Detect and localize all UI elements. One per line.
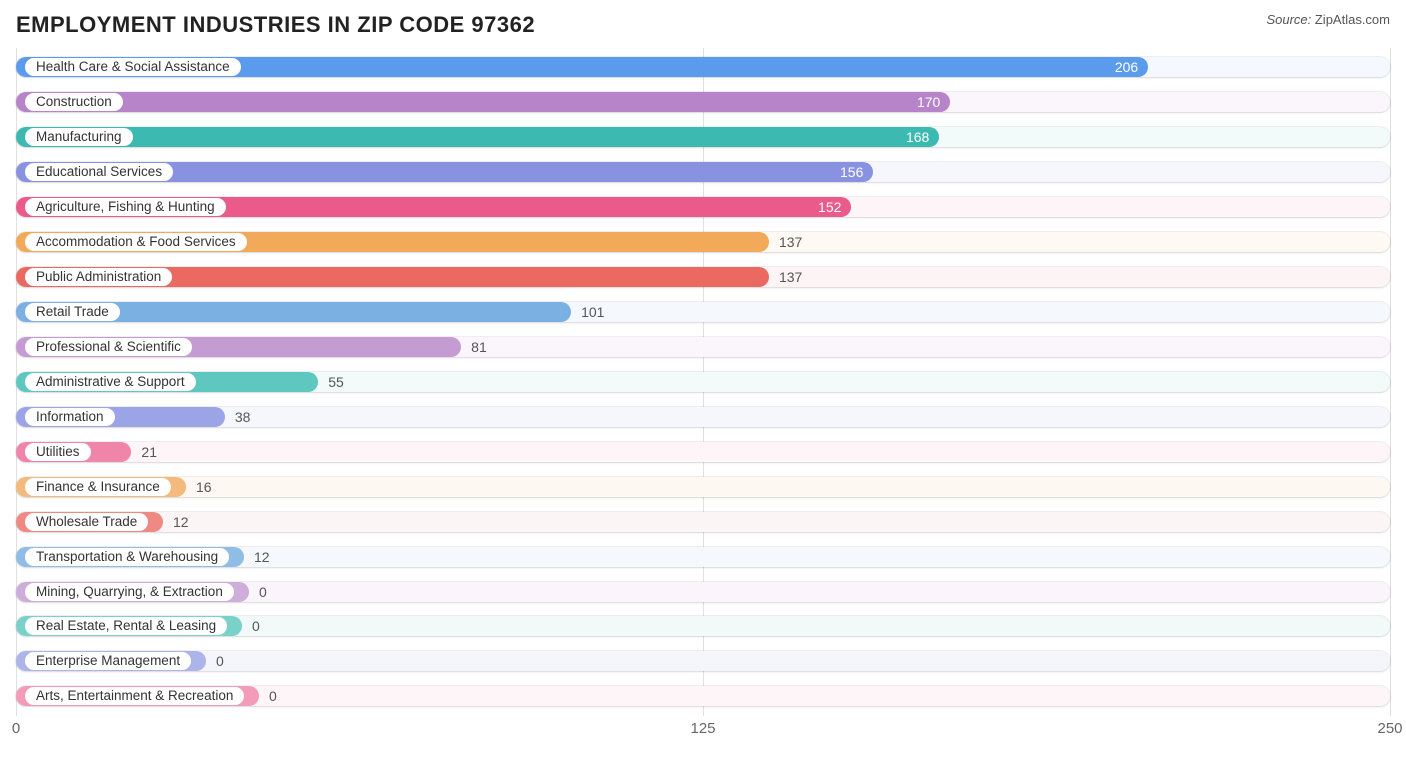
bar-label: Public Administration <box>24 267 173 287</box>
bar-label: Retail Trade <box>24 302 121 322</box>
bar-row: 156 Educational Services <box>16 159 1390 185</box>
bar-value: 137 <box>779 269 802 285</box>
bar-value: 16 <box>196 479 212 495</box>
bar-value: 137 <box>779 234 802 250</box>
bar-label: Construction <box>24 92 124 112</box>
bars-group: 206 Health Care & Social Assistance 170 Con… <box>16 48 1390 716</box>
bar-value: 206 <box>1115 59 1138 75</box>
bar-row: Real Estate, Rental & Leasing 0 <box>16 613 1390 639</box>
bar-label: Enterprise Management <box>24 651 192 671</box>
bar-fill: 168 <box>16 127 939 147</box>
bar-value: 0 <box>259 584 267 600</box>
x-tick-label: 125 <box>690 720 715 737</box>
bar-row: Finance & Insurance 16 <box>16 474 1390 500</box>
bar-label: Accommodation & Food Services <box>24 232 248 252</box>
bar-label: Wholesale Trade <box>24 512 149 532</box>
bar-value: 55 <box>328 374 344 390</box>
bar-row: Enterprise Management 0 <box>16 648 1390 674</box>
bar-row: Professional & Scientific 81 <box>16 334 1390 360</box>
bar-row: 168 Manufacturing <box>16 124 1390 150</box>
bar-row: Wholesale Trade 12 <box>16 509 1390 535</box>
bar-label: Health Care & Social Assistance <box>24 57 242 77</box>
bar-fill: 170 <box>16 92 950 112</box>
plot-area: 206 Health Care & Social Assistance 170 Con… <box>16 48 1390 740</box>
chart-container: EMPLOYMENT INDUSTRIES IN ZIP CODE 97362 … <box>0 0 1406 777</box>
chart-title: EMPLOYMENT INDUSTRIES IN ZIP CODE 97362 <box>16 12 535 38</box>
bar-track <box>16 477 1390 497</box>
bar-label: Professional & Scientific <box>24 337 193 357</box>
bar-track <box>16 512 1390 532</box>
bar-track <box>16 442 1390 462</box>
bar-label: Utilities <box>24 442 92 462</box>
x-tick-label: 250 <box>1377 720 1402 737</box>
bar-value: 152 <box>818 199 841 215</box>
x-tick-label: 0 <box>12 720 20 737</box>
bar-value: 170 <box>917 94 940 110</box>
bar-label: Agriculture, Fishing & Hunting <box>24 197 227 217</box>
bar-value: 156 <box>840 164 863 180</box>
bar-row: Mining, Quarrying, & Extraction 0 <box>16 579 1390 605</box>
bar-label: Real Estate, Rental & Leasing <box>24 616 228 636</box>
bar-value: 101 <box>581 304 604 320</box>
bar-value: 38 <box>235 409 251 425</box>
bar-value: 12 <box>173 514 189 530</box>
bar-value: 12 <box>254 549 270 565</box>
bar-row: Transportation & Warehousing 12 <box>16 544 1390 570</box>
bar-value: 168 <box>906 129 929 145</box>
bar-value: 0 <box>269 688 277 704</box>
bar-value: 21 <box>141 444 157 460</box>
bar-row: 170 Construction <box>16 89 1390 115</box>
bar-label: Manufacturing <box>24 127 134 147</box>
x-axis: 0125250 <box>16 720 1390 740</box>
bar-row: Arts, Entertainment & Recreation 0 <box>16 683 1390 709</box>
bar-row: 206 Health Care & Social Assistance <box>16 54 1390 80</box>
bar-label: Transportation & Warehousing <box>24 547 230 567</box>
header: EMPLOYMENT INDUSTRIES IN ZIP CODE 97362 … <box>16 12 1390 38</box>
source-name: ZipAtlas.com <box>1315 12 1390 27</box>
source-attribution: Source: ZipAtlas.com <box>1266 12 1390 27</box>
bar-label: Mining, Quarrying, & Extraction <box>24 582 235 602</box>
bar-row: Information 38 <box>16 404 1390 430</box>
gridline <box>1390 48 1391 716</box>
bar-row: Retail Trade 101 <box>16 299 1390 325</box>
bar-label: Finance & Insurance <box>24 477 172 497</box>
source-prefix: Source: <box>1266 12 1314 27</box>
bar-row: Utilities 21 <box>16 439 1390 465</box>
bar-value: 0 <box>216 653 224 669</box>
bar-row: 152 Agriculture, Fishing & Hunting <box>16 194 1390 220</box>
bar-label: Information <box>24 407 116 427</box>
bar-label: Educational Services <box>24 162 174 182</box>
bar-value: 0 <box>252 618 260 634</box>
bar-row: Administrative & Support 55 <box>16 369 1390 395</box>
bar-value: 81 <box>471 339 487 355</box>
bar-label: Arts, Entertainment & Recreation <box>24 686 245 706</box>
bar-row: Accommodation & Food Services 137 <box>16 229 1390 255</box>
bar-row: Public Administration 137 <box>16 264 1390 290</box>
bar-label: Administrative & Support <box>24 372 197 392</box>
